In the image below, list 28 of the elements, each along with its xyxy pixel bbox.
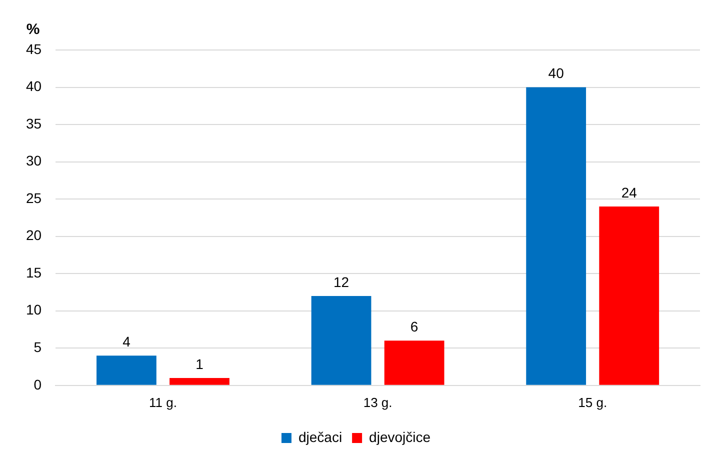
bar bbox=[526, 87, 586, 385]
data-label: 1 bbox=[196, 356, 204, 372]
y-tick-label: 40 bbox=[26, 78, 42, 94]
y-tick-label: 5 bbox=[34, 338, 42, 355]
bar bbox=[311, 296, 372, 385]
legend-label: djevojčice bbox=[369, 428, 431, 445]
y-tick-label: 0 bbox=[34, 376, 42, 392]
data-label: 24 bbox=[621, 184, 638, 200]
bar bbox=[599, 206, 660, 385]
y-axis-title: % bbox=[26, 21, 40, 38]
legend-label: dječaci bbox=[298, 428, 342, 445]
y-tick-label: 25 bbox=[26, 190, 42, 206]
y-tick-label: 30 bbox=[26, 152, 42, 169]
bar bbox=[96, 356, 156, 385]
y-tick-label: 20 bbox=[26, 227, 42, 244]
data-label: 4 bbox=[122, 333, 131, 350]
y-tick-label: 10 bbox=[26, 302, 42, 318]
y-tick-label: 15 bbox=[26, 264, 42, 280]
x-tick-label: 15 g. bbox=[578, 394, 608, 410]
y-tick-label: 35 bbox=[26, 115, 42, 132]
bar bbox=[170, 378, 230, 385]
data-label: 6 bbox=[410, 318, 418, 335]
x-tick-label: 13 g. bbox=[363, 394, 392, 410]
data-label: 12 bbox=[333, 274, 350, 290]
y-tick-label: 45 bbox=[26, 40, 42, 57]
bar bbox=[384, 340, 444, 385]
x-tick-label: 11 g. bbox=[149, 394, 177, 410]
data-label: 40 bbox=[548, 65, 564, 82]
